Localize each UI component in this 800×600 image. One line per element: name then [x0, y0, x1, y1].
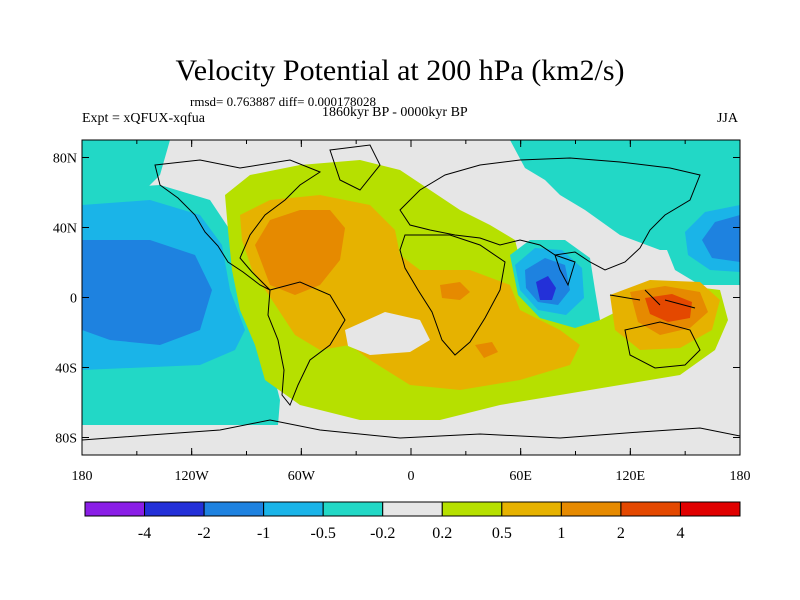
experiment-label: Expt = xQFUX-xqfua: [82, 111, 205, 126]
colorbar-label: -0.5: [311, 525, 336, 542]
colorbar-swatch: [620, 501, 681, 517]
lat-tick-label: 80S: [55, 432, 77, 447]
lat-tick-label: 40S: [55, 362, 77, 377]
india-coast: [554, 254, 576, 287]
colorbar-swatch: [203, 501, 265, 517]
rmsd-diff-text: rmsd= 0.763887 diff= 0.000178028: [190, 94, 376, 109]
colorbar-swatch: [501, 501, 562, 517]
eurasia-coast: [399, 157, 701, 271]
north-america-coast: [154, 159, 322, 291]
contour-negative-1: [82, 240, 212, 345]
colorbar-swatch: [382, 501, 443, 517]
colorbar-label: -4: [138, 525, 151, 542]
australia-coast: [624, 321, 701, 369]
neutral-region: [345, 312, 430, 355]
south-america-coast: [267, 281, 346, 406]
lon-tick-label: 60E: [509, 469, 532, 484]
lon-tick-label: 180: [72, 469, 93, 484]
antarctica-coast: [82, 419, 740, 441]
lon-tick-label: 60W: [288, 469, 316, 484]
lon-tick-label: 120W: [175, 469, 210, 484]
africa-coast: [399, 234, 506, 356]
lat-tick-label: 0: [70, 292, 77, 307]
neutral-region: [82, 425, 740, 455]
colorbar-label: 0.2: [432, 525, 452, 542]
lat-tick-label: 80N: [53, 152, 77, 167]
colorbar-swatch: [679, 501, 741, 517]
contour-positive-2: [645, 294, 692, 322]
indonesia-coast: [609, 289, 696, 309]
colorbar-label: -1: [257, 525, 270, 542]
contour-field: [82, 140, 740, 455]
map-title: Velocity Potential at 200 hPa (km2/s): [175, 54, 625, 87]
colorbar: -4 -2 -1 -0.5 -0.2 0.2 0.5 1 2 4: [84, 501, 741, 542]
colorbar-label: 4: [676, 525, 684, 542]
colorbar-label: 1: [557, 525, 565, 542]
longitude-axis: 180 120W 60W 0 60E 120E 180: [72, 140, 751, 484]
colorbar-label: -0.2: [370, 525, 395, 542]
contour-positive-1: [440, 282, 470, 300]
contour-negative-2: [536, 276, 556, 300]
lon-tick-label: 0: [408, 469, 415, 484]
lat-tick-label: 40N: [53, 222, 77, 237]
lon-tick-label: 180: [730, 469, 751, 484]
contour-positive-1: [475, 342, 498, 358]
colorbar-swatch: [84, 501, 146, 517]
contour-negative-02: [82, 140, 170, 200]
colorbar-swatch: [144, 501, 205, 517]
latitude-axis: 80N 40N 0 40S 80S: [53, 152, 740, 447]
period-label: 1860kyr BP - 0000kyr BP: [322, 105, 468, 120]
greenland-coast: [329, 144, 381, 191]
season-label: JJA: [716, 111, 738, 126]
colorbar-swatch: [560, 501, 622, 517]
contour-positive-1: [255, 210, 345, 295]
lon-tick-label: 120E: [616, 469, 646, 484]
colorbar-swatch: [441, 501, 503, 517]
colorbar-label: -2: [197, 525, 210, 542]
colorbar-label: 2: [617, 525, 625, 542]
colorbar-swatch: [322, 501, 384, 517]
colorbar-label: 0.5: [492, 525, 512, 542]
colorbar-swatch: [263, 501, 324, 517]
coastlines: [82, 144, 740, 441]
contour-negative-1: [702, 215, 740, 262]
